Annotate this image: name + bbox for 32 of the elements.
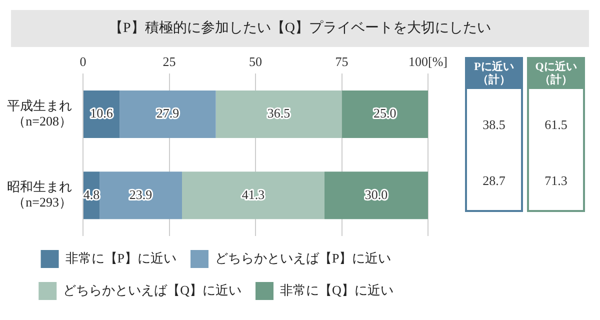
data-label: 36.5 bbox=[267, 106, 290, 121]
bar bbox=[324, 172, 428, 220]
bar bbox=[182, 172, 324, 220]
y-tick-label: 昭和生まれ（n=293） bbox=[7, 179, 72, 210]
bar bbox=[120, 90, 216, 138]
text: 61.5 bbox=[544, 117, 568, 133]
text: Qに近い（計） bbox=[529, 59, 583, 89]
x-tick-label: 0 bbox=[80, 54, 86, 70]
text: 71.3 bbox=[544, 173, 568, 189]
bar bbox=[100, 172, 182, 220]
data-label: 10.6 bbox=[90, 106, 114, 121]
data-label: 25.0 bbox=[374, 106, 396, 121]
x-tick-label: 50 bbox=[249, 54, 262, 70]
legend-label: 非常に【Q】に近い bbox=[280, 282, 394, 298]
x-tick-label: 25 bbox=[162, 54, 176, 70]
legend-label: どちらかといえば【P】に近い bbox=[215, 250, 392, 266]
bar bbox=[342, 90, 428, 138]
legend-label: 非常に【P】に近い bbox=[65, 250, 177, 266]
x-tick-label: 75 bbox=[335, 54, 348, 70]
data-label: 41.3 bbox=[242, 186, 265, 202]
text: 38.5 bbox=[482, 117, 506, 133]
text: 28.7 bbox=[482, 173, 506, 189]
y-tick-label: 平成生まれ（n=208） bbox=[7, 98, 72, 128]
data-label: 23.9 bbox=[129, 186, 152, 202]
x-tick-label: 100[%] bbox=[408, 54, 448, 70]
text: Pに近い（計） bbox=[467, 59, 521, 89]
chart-title: 【P】積極的に参加したい【Q】プライベートを大切にしたい bbox=[11, 10, 589, 47]
data-label: 4.8 bbox=[83, 186, 100, 202]
legend-label: どちらかといえば【Q】に近い bbox=[63, 282, 242, 298]
bar bbox=[216, 90, 342, 138]
data-label: 27.9 bbox=[156, 106, 180, 121]
data-label: 30.0 bbox=[364, 186, 388, 202]
